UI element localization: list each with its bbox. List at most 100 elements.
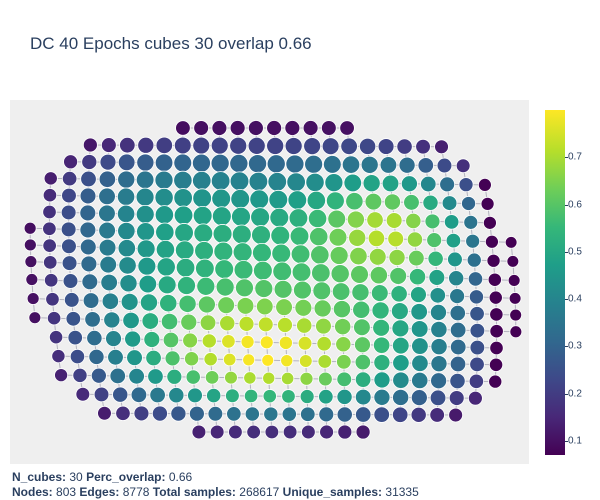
- graph-node[interactable]: [24, 255, 38, 269]
- graph-node[interactable]: [383, 193, 401, 211]
- graph-node[interactable]: [195, 258, 215, 279]
- graph-node[interactable]: [408, 249, 425, 267]
- graph-node[interactable]: [243, 388, 259, 404]
- graph-node[interactable]: [372, 336, 391, 354]
- graph-node[interactable]: [291, 262, 312, 282]
- graph-node[interactable]: [173, 205, 194, 226]
- graph-node[interactable]: [124, 330, 142, 348]
- graph-node[interactable]: [156, 257, 176, 277]
- graph-node[interactable]: [345, 192, 364, 211]
- graph-node[interactable]: [177, 276, 196, 295]
- graph-node[interactable]: [98, 238, 117, 257]
- graph-node[interactable]: [303, 137, 322, 156]
- graph-node[interactable]: [99, 153, 117, 171]
- graph-node[interactable]: [458, 177, 474, 193]
- graph-node[interactable]: [309, 227, 329, 247]
- graph-node[interactable]: [231, 206, 251, 227]
- graph-node[interactable]: [506, 255, 520, 268]
- graph-node[interactable]: [61, 238, 77, 255]
- graph-node[interactable]: [281, 389, 296, 404]
- graph-node[interactable]: [75, 386, 91, 402]
- graph-node[interactable]: [324, 173, 344, 193]
- graph-node[interactable]: [192, 170, 212, 191]
- graph-node[interactable]: [403, 194, 420, 211]
- graph-node[interactable]: [411, 371, 429, 390]
- graph-node[interactable]: [222, 352, 237, 367]
- graph-node[interactable]: [449, 304, 466, 322]
- graph-node[interactable]: [508, 292, 522, 305]
- graph-node[interactable]: [278, 335, 293, 350]
- graph-node[interactable]: [488, 374, 503, 389]
- graph-node[interactable]: [242, 353, 256, 367]
- graph-node[interactable]: [310, 245, 330, 265]
- graph-node[interactable]: [321, 137, 340, 156]
- graph-node[interactable]: [235, 278, 254, 298]
- graph-node[interactable]: [467, 271, 484, 287]
- graph-node[interactable]: [301, 424, 316, 440]
- graph-node[interactable]: [191, 424, 207, 440]
- graph-node[interactable]: [28, 311, 42, 325]
- graph-node[interactable]: [340, 137, 358, 156]
- graph-node[interactable]: [411, 337, 429, 355]
- graph-node[interactable]: [90, 367, 107, 384]
- graph-node[interactable]: [332, 300, 352, 319]
- graph-node[interactable]: [182, 332, 198, 349]
- graph-node[interactable]: [175, 257, 196, 278]
- graph-node[interactable]: [42, 221, 57, 236]
- graph-node[interactable]: [116, 187, 136, 206]
- graph-node[interactable]: [45, 292, 60, 307]
- graph-node[interactable]: [262, 389, 277, 404]
- graph-node[interactable]: [305, 172, 325, 192]
- graph-node[interactable]: [164, 350, 181, 367]
- graph-node[interactable]: [422, 194, 439, 211]
- graph-node[interactable]: [410, 303, 428, 321]
- graph-node[interactable]: [197, 295, 216, 314]
- graph-node[interactable]: [251, 225, 271, 245]
- graph-node[interactable]: [115, 405, 131, 421]
- graph-node[interactable]: [334, 318, 352, 336]
- graph-node[interactable]: [488, 290, 503, 305]
- graph-node[interactable]: [302, 120, 319, 136]
- graph-node[interactable]: [98, 170, 117, 188]
- graph-node[interactable]: [348, 228, 367, 247]
- graph-node[interactable]: [149, 386, 166, 404]
- graph-node[interactable]: [88, 348, 105, 365]
- graph-node[interactable]: [275, 298, 293, 316]
- graph-node[interactable]: [214, 259, 235, 279]
- graph-node[interactable]: [229, 153, 249, 173]
- graph-node[interactable]: [209, 424, 225, 440]
- graph-node[interactable]: [193, 223, 214, 244]
- graph-node[interactable]: [203, 352, 218, 367]
- graph-node[interactable]: [349, 246, 368, 266]
- graph-node[interactable]: [463, 214, 479, 230]
- graph-node[interactable]: [79, 238, 97, 256]
- graph-node[interactable]: [42, 238, 57, 253]
- graph-node[interactable]: [65, 311, 82, 327]
- graph-node[interactable]: [410, 320, 429, 338]
- graph-node[interactable]: [246, 424, 261, 440]
- graph-node[interactable]: [287, 190, 308, 210]
- graph-node[interactable]: [346, 210, 365, 229]
- graph-node[interactable]: [147, 368, 164, 385]
- graph-node[interactable]: [229, 120, 246, 136]
- graph-node[interactable]: [280, 354, 294, 368]
- graph-node[interactable]: [98, 187, 116, 206]
- graph-node[interactable]: [428, 269, 446, 286]
- graph-node[interactable]: [266, 154, 286, 174]
- graph-node[interactable]: [329, 246, 349, 265]
- graph-node[interactable]: [284, 120, 301, 136]
- graph-node[interactable]: [509, 325, 523, 339]
- graph-node[interactable]: [449, 355, 467, 373]
- graph-node[interactable]: [249, 189, 270, 210]
- graph-node[interactable]: [351, 283, 370, 302]
- graph-node[interactable]: [135, 170, 155, 190]
- graph-node[interactable]: [233, 260, 254, 280]
- graph-node[interactable]: [261, 353, 275, 367]
- graph-node[interactable]: [415, 138, 431, 155]
- graph-node[interactable]: [159, 294, 178, 313]
- graph-node[interactable]: [360, 155, 379, 174]
- graph-node[interactable]: [391, 336, 410, 355]
- graph-node[interactable]: [69, 348, 86, 365]
- graph-node[interactable]: [210, 153, 230, 173]
- graph-node[interactable]: [373, 406, 390, 423]
